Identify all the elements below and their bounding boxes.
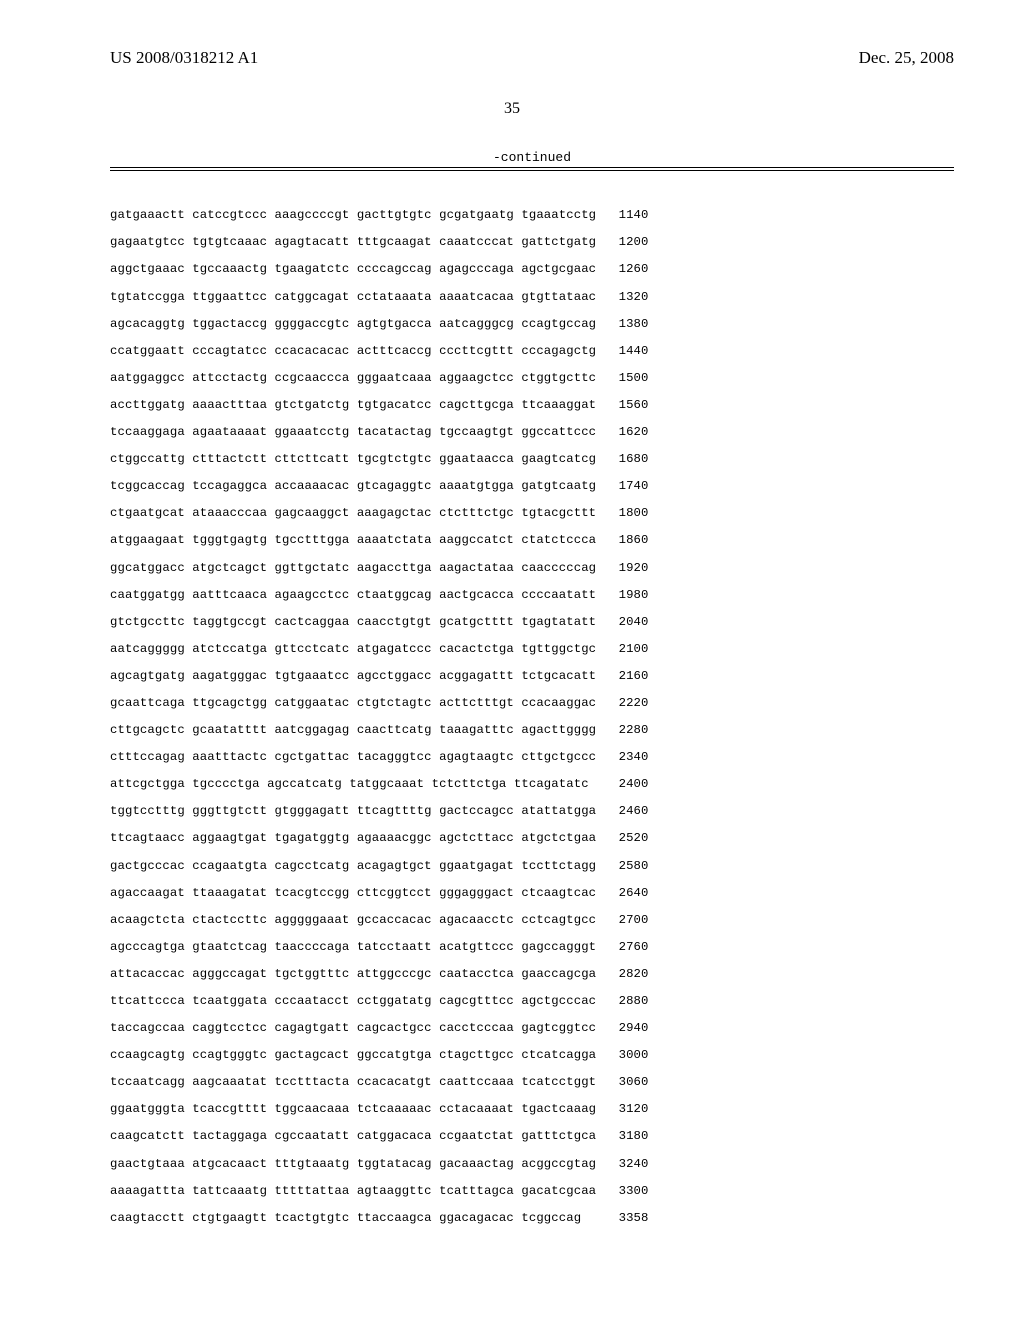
header-publication-number: US 2008/0318212 A1 <box>110 48 258 68</box>
sequence-listing: gatgaaactt catccgtccc aaagccccgt gacttgt… <box>110 202 649 1232</box>
continued-block: -continued <box>110 150 954 171</box>
continued-label: -continued <box>110 150 954 165</box>
rule-top-2 <box>110 170 954 171</box>
rule-top <box>110 167 954 168</box>
header-date: Dec. 25, 2008 <box>859 48 954 68</box>
page-root: US 2008/0318212 A1 Dec. 25, 2008 35 -con… <box>0 0 1024 1320</box>
page-number: 35 <box>0 100 1024 118</box>
